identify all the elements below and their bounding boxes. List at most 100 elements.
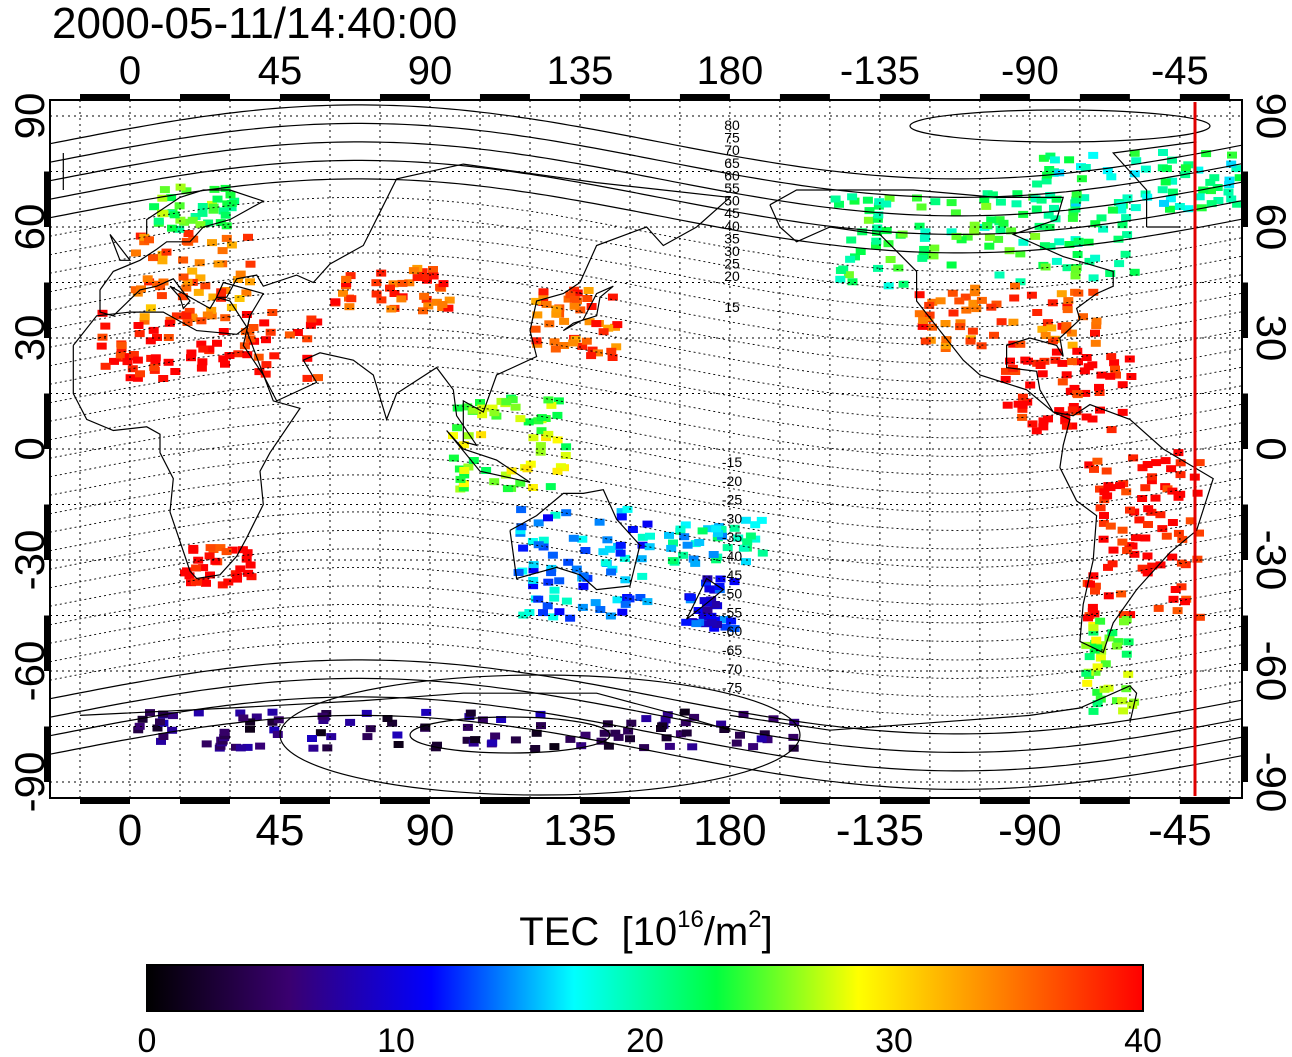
tec-pixel [950,209,961,217]
tec-pixel [642,598,653,606]
tec-pixel [260,370,271,378]
tec-pixel [195,274,206,282]
tec-pixel [545,483,556,491]
tec-pixel [1183,205,1194,213]
tec-pixel [1111,642,1122,650]
tec-pixel [242,351,253,359]
tec-pixel [1012,190,1023,198]
tec-pixel [1096,214,1107,222]
tec-pixel [946,199,957,207]
tec-pixel [1123,638,1134,646]
tec-pixel [1262,175,1272,182]
mlat-contour [50,529,1242,605]
tec-pixel [543,430,554,438]
tec-pixel [1107,629,1118,637]
mlat-contour [50,603,1242,679]
tec-pixel [518,544,529,552]
tec-pixel [235,565,246,573]
graticule-grid [50,100,1242,798]
colorbar-title: TEC [1016/m2] [0,908,1292,956]
tec-pixel [196,317,207,325]
mlat-label: -45 [722,567,742,583]
tec-pixel [989,331,999,339]
tec-pixel [948,309,959,317]
mlat-label: -60 [722,623,742,639]
tec-pixel [1173,493,1184,501]
tec-pixel [930,198,941,206]
frame-tick-left [44,504,50,560]
tec-pixel [1176,583,1187,591]
tec-pixel [680,521,691,529]
mlat-contour [50,104,1242,180]
tec-pixel [606,347,617,355]
longitude-label: 0 [118,806,142,855]
tec-pixel [946,228,957,236]
tec-pixel [187,216,198,224]
tec-pixel [1085,580,1095,588]
tec-pixel [507,396,518,404]
tec-pixel [428,272,439,280]
tec-pixel [582,295,593,302]
tec-pixel [476,431,487,439]
tec-pixel [1004,247,1015,255]
tec-pixel [1155,511,1166,519]
tec-pixel [183,230,194,237]
tec-pixel [885,256,896,263]
tec-pixel [543,514,553,522]
frame-tick-bottom [379,798,430,804]
mlat-contour [50,400,1242,476]
tec-pixel [164,319,175,327]
tec-pixel [1090,582,1101,590]
tec-pixel [914,310,925,318]
tec-pixel [1017,401,1028,409]
tec-pixel [1089,610,1100,618]
tec-pixel [1088,624,1099,632]
tec-pixel [167,726,178,734]
tec-pixel [1067,422,1078,430]
frame-tick-left [44,282,50,338]
tec-pixel [1082,679,1093,687]
tec-pixel [970,284,981,292]
tec-pixel [1115,482,1125,490]
tec-pixel [872,215,883,223]
tec-pixel [642,520,653,528]
tec-region-north-america-north [830,190,1140,290]
tec-pixel [745,532,756,540]
tec-pixel [175,183,186,191]
tec-pixel [1037,325,1048,333]
tec-pixel [577,603,588,611]
tec-pixel [1127,701,1138,709]
tec-pixel [302,335,313,343]
tec-pixel [239,342,250,350]
tec-pixel [846,236,857,244]
tec-pixel [1067,406,1078,414]
tec-pixel [928,252,939,260]
tec-pixel [438,280,449,288]
tec-pixel [205,544,216,552]
tec-pixel [1032,309,1043,316]
tec-pixel [1073,358,1083,366]
tec-pixel [1088,274,1099,282]
tec-pixel [1095,654,1106,662]
mlat-label: -65 [722,642,742,658]
tec-pixel [1167,188,1178,196]
tec-pixel [1147,473,1157,481]
tec-pixel [1044,223,1055,231]
tec-pixel [212,195,223,203]
tec-pixel [219,728,230,736]
tec-pixel [552,467,563,475]
tec-pixel [241,555,252,563]
tec-pixel [158,375,169,382]
tec-pixel [259,319,270,327]
tec-pixel [1109,359,1120,367]
tec-pixel [1099,488,1110,496]
tec-pixel [1076,175,1087,183]
tec-pixel [897,230,908,238]
tec-pixel [565,735,576,743]
tec-pixel [551,310,562,318]
tec-pixel [518,611,529,619]
tec-pixel [1094,389,1105,396]
tec-pixel [272,731,283,738]
mlat-label: 75 [724,130,740,146]
tec-pixel [681,729,692,737]
